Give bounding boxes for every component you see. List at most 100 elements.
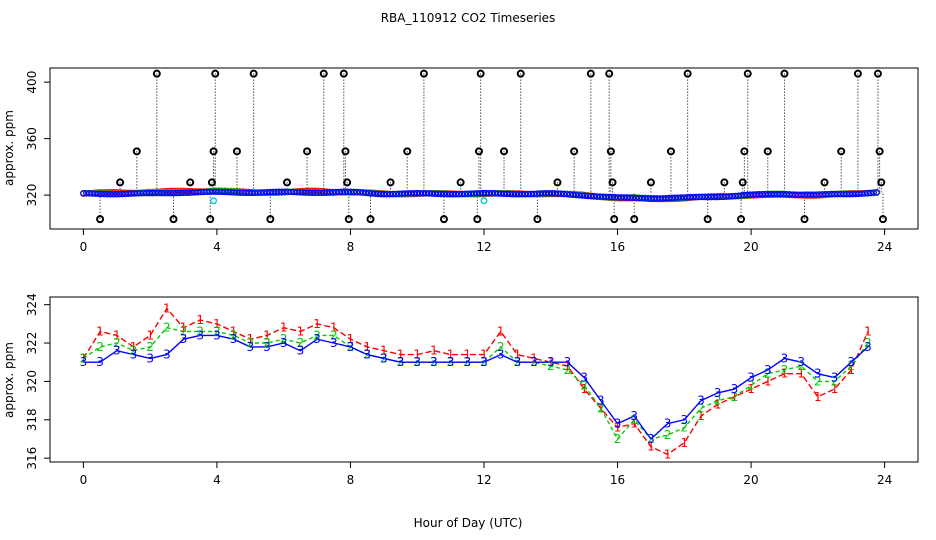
top-outlier-point xyxy=(456,178,465,187)
bottom-series-2-point-label: 2 xyxy=(80,351,88,365)
top-series-3-point xyxy=(678,194,685,201)
bottom-series-1-point-label: 1 xyxy=(831,382,839,396)
top-series-3-point xyxy=(209,188,216,195)
top-series-3-point xyxy=(275,188,282,195)
bottom-series-3-point-label: 3 xyxy=(230,332,238,346)
bottom-series-2-point-label: 2 xyxy=(614,432,622,446)
top-series-3-point xyxy=(660,195,667,202)
bottom-series-1-point-label: 1 xyxy=(847,363,855,377)
bottom-series-3-point-label: 3 xyxy=(497,348,505,362)
bottom-series-1-point-label: 1 xyxy=(397,348,405,362)
top-series-3-point xyxy=(539,190,547,197)
top-series-3-point xyxy=(440,190,448,198)
bottom-series-1-point-label: 1 xyxy=(597,401,605,415)
top-series-3-point xyxy=(431,190,439,197)
top-series-3-point xyxy=(263,188,270,196)
top-outlier-point xyxy=(473,215,482,224)
top-series-3-point xyxy=(401,190,409,197)
bottom-series-2-line xyxy=(83,326,869,441)
top-series-3-point xyxy=(822,191,829,198)
bottom-series-3-point-label: 3 xyxy=(764,363,772,377)
top-series-3-point xyxy=(627,194,634,201)
top-series-3-point xyxy=(774,191,781,198)
top-series-3-point xyxy=(801,191,808,198)
top-series-3-point xyxy=(89,190,96,197)
bottom-series-1-point-label: 1 xyxy=(280,321,288,335)
top-series-3-point xyxy=(413,189,421,197)
top-series-3-point xyxy=(572,191,580,199)
top-x-tick-label: 8 xyxy=(347,240,355,254)
top-series-3-point xyxy=(248,189,255,197)
top-series-3-point xyxy=(434,190,442,198)
bottom-series-2-point-label: 2 xyxy=(230,328,238,342)
top-series-3-point xyxy=(717,193,724,201)
top-series-3-point xyxy=(792,191,799,198)
bottom-series-2-point-label: 2 xyxy=(630,413,638,427)
bottom-series-2-point-label: 2 xyxy=(263,336,271,350)
top-series-3-point xyxy=(395,190,403,197)
top-series-3-point xyxy=(524,190,532,198)
bottom-series-3-point-label: 3 xyxy=(714,386,722,400)
top-series-3-point xyxy=(134,190,141,197)
top-series-3-point xyxy=(419,190,427,197)
top-series-3-point xyxy=(578,192,586,199)
top-series-3-point xyxy=(624,194,631,201)
top-series-3-point xyxy=(269,188,276,196)
bottom-series-1-point-label: 1 xyxy=(714,397,722,411)
top-outlier-point xyxy=(878,215,887,224)
top-series-3-point xyxy=(464,190,472,197)
bottom-series-2-point-label: 2 xyxy=(831,374,839,388)
top-series-3-point xyxy=(738,192,745,199)
top-series-3-point xyxy=(374,190,382,198)
bottom-series-3-point-label: 3 xyxy=(580,371,588,385)
top-outlier-point xyxy=(186,178,195,187)
top-series-3-point xyxy=(630,194,637,201)
bottom-series-2-point-label: 2 xyxy=(463,355,471,369)
top-outlier-point xyxy=(516,69,525,78)
bottom-series-3-point-label: 3 xyxy=(814,367,822,381)
top-series-3-point xyxy=(723,193,730,200)
top-series-3-point xyxy=(203,188,210,196)
bottom-series-1-point-label: 1 xyxy=(246,332,254,346)
top-series-3-point xyxy=(593,193,601,200)
top-series-3-point xyxy=(113,191,120,198)
top-series-3-point xyxy=(711,193,718,201)
bottom-series-3-point-label: 3 xyxy=(664,417,672,431)
bottom-series-2-point-label: 2 xyxy=(113,336,121,350)
top-x-tick-label: 4 xyxy=(213,240,221,254)
top-y-tick-label: 400 xyxy=(25,71,39,94)
top-series-3-point xyxy=(215,188,222,195)
bottom-series-3-point-label: 3 xyxy=(413,355,421,369)
top-series-3-point xyxy=(527,190,535,198)
top-series-3-point xyxy=(398,190,406,197)
top-series-3-point xyxy=(221,188,228,196)
bottom-series-3-point-label: 3 xyxy=(397,355,405,369)
top-series-3-point xyxy=(476,189,484,197)
bottom-panel-series-lines xyxy=(82,307,869,456)
top-series-3-point xyxy=(714,193,721,201)
top-series-3-point xyxy=(702,193,709,201)
top-outlier-point xyxy=(606,147,615,156)
bottom-series-2-point-label: 2 xyxy=(847,359,855,373)
bottom-series-3-point-label: 3 xyxy=(380,351,388,365)
top-series-3-point xyxy=(101,190,108,198)
top-outlier-point xyxy=(132,147,141,156)
top-series-3-point xyxy=(371,190,379,197)
bottom-series-2-point-label: 2 xyxy=(130,344,138,358)
bottom-series-2-point-label: 2 xyxy=(680,420,688,434)
top-outlier-point xyxy=(800,215,809,224)
top-series-3-point xyxy=(155,189,162,197)
bottom-series-2-point-label: 2 xyxy=(246,336,254,350)
top-series-3-point xyxy=(149,189,156,197)
top-series-3-point xyxy=(197,188,204,196)
top-series-3-point xyxy=(864,189,871,197)
top-series-3-point xyxy=(218,188,225,196)
top-series-3-point xyxy=(563,191,571,198)
bottom-series-1-point-label: 1 xyxy=(530,351,538,365)
bottom-series-1-point-label: 1 xyxy=(163,302,171,316)
bottom-y-tick-label: 318 xyxy=(25,408,39,431)
bottom-series-3-point-label: 3 xyxy=(680,413,688,427)
top-series-3-point xyxy=(377,190,385,198)
bottom-series-2-point-label: 2 xyxy=(564,363,572,377)
bottom-y-tick-label: 324 xyxy=(25,293,39,316)
